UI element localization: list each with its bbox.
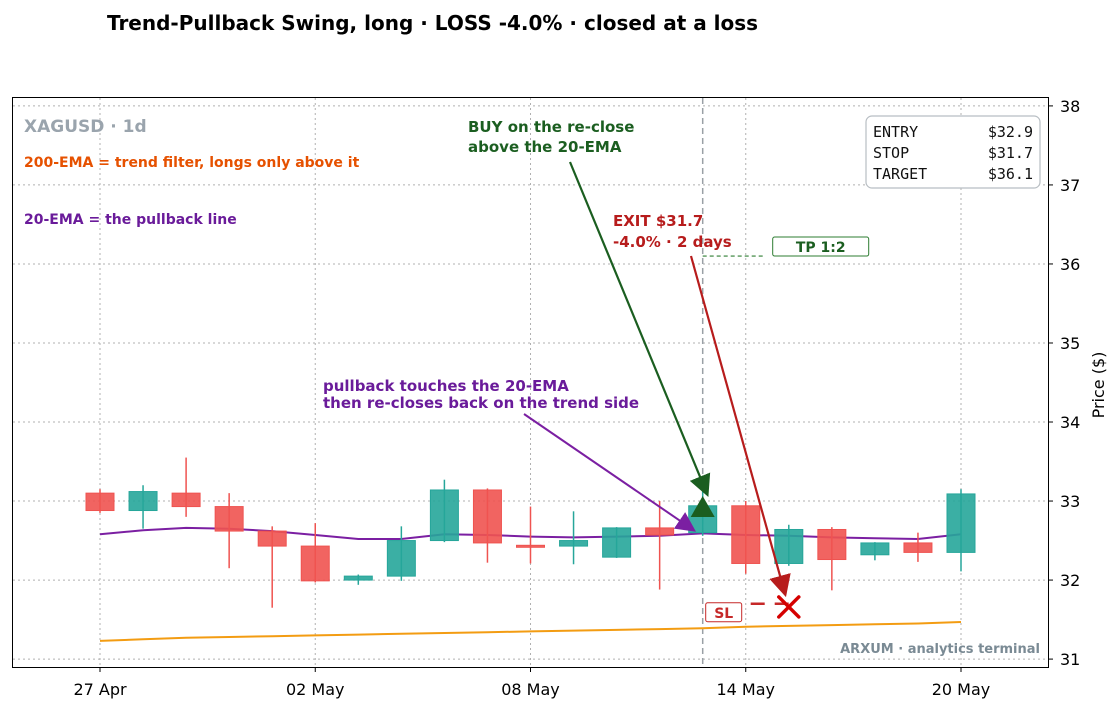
candle <box>85 489 115 513</box>
stop-tag: SL <box>705 602 743 623</box>
x-tick-label: 02 May <box>286 680 345 699</box>
candle <box>343 574 373 585</box>
ema200-line <box>99 621 962 642</box>
exit-marker-stroke <box>777 595 801 619</box>
candle-body <box>128 491 158 512</box>
info-stop-value: $31.7 <box>988 144 1033 162</box>
candle-body <box>645 527 675 536</box>
watermark: ARXUM · analytics terminal <box>840 642 1040 657</box>
candle-body <box>429 489 459 542</box>
exit-annotation-line2: -4.0% · 2 days <box>613 233 732 251</box>
candle <box>903 532 933 562</box>
candle <box>731 501 761 574</box>
candle <box>602 527 632 558</box>
candle-body <box>516 544 545 548</box>
candle-body <box>903 542 933 553</box>
stop-tag-label: SL <box>714 606 733 622</box>
x-tick-label: 20 May <box>932 680 991 699</box>
target-tag-label: TP 1:2 <box>796 240 846 256</box>
exit-annotation-line1: EXIT $31.7 <box>613 212 703 230</box>
buy-arrow <box>568 161 711 498</box>
candle-body <box>602 527 632 558</box>
candle-body <box>472 489 502 544</box>
candle-body <box>300 545 330 582</box>
candle-body <box>731 505 761 564</box>
candle <box>946 489 976 572</box>
info-target-value: $36.1 <box>988 165 1033 183</box>
entry-marker <box>690 495 715 517</box>
info-target-label: TARGET <box>873 165 927 183</box>
y-tick-label: 36 <box>1060 255 1080 274</box>
candle <box>860 542 890 561</box>
buy-annotation-line2: above the 20-EMA <box>468 138 622 156</box>
candle <box>214 493 244 569</box>
candle-body <box>817 528 847 561</box>
candle <box>774 524 804 566</box>
symbol-label: XAGUSD · 1d <box>24 117 147 137</box>
candle <box>386 526 416 581</box>
pullback-annotation-line2: then re-closes back on the trend side <box>323 394 639 412</box>
candle <box>472 488 502 563</box>
info-box: ENTRY $32.9 STOP $31.7 TARGET $36.1 <box>865 115 1041 189</box>
pullback-annotation-line1: pullback touches the 20-EMA <box>323 377 569 395</box>
y-tick-label: 31 <box>1060 650 1080 669</box>
y-axis: 31 32 33 34 35 36 37 38 <box>1048 97 1080 669</box>
y-tick-label: 38 <box>1060 97 1080 116</box>
info-entry-label: ENTRY <box>873 123 918 141</box>
x-tick-label: 08 May <box>501 680 560 699</box>
candle-body <box>214 506 244 532</box>
y-tick-label: 35 <box>1060 334 1080 353</box>
pullback-arrow <box>523 413 697 532</box>
candle-body <box>860 542 890 556</box>
candle-body <box>171 492 201 508</box>
y-axis-label: Price ($) <box>1089 352 1108 419</box>
x-axis: 27 Apr 02 May 08 May 14 May 20 May <box>73 667 990 699</box>
candle <box>171 457 201 517</box>
candle <box>817 527 847 591</box>
info-stop-label: STOP <box>873 144 909 162</box>
candle-body <box>774 528 804 564</box>
candle <box>429 479 459 543</box>
y-tick-label: 32 <box>1060 571 1080 590</box>
candle <box>128 485 158 529</box>
x-tick-label: 27 Apr <box>73 680 127 699</box>
candle-body <box>343 575 373 581</box>
target-tag: TP 1:2 <box>772 236 870 257</box>
candle-body <box>85 492 115 512</box>
buy-annotation-line1: BUY on the re-close <box>468 118 634 136</box>
candle <box>559 511 589 565</box>
ema20-note: 20-EMA = the pullback line <box>24 212 237 228</box>
candle <box>516 506 545 564</box>
candle-body <box>946 493 976 553</box>
y-tick-label: 33 <box>1060 492 1080 511</box>
chart-title: Trend-Pullback Swing, long · LOSS -4.0% … <box>107 11 758 35</box>
y-tick-label: 37 <box>1060 176 1080 195</box>
candle-body <box>559 540 589 547</box>
x-tick-label: 14 May <box>716 680 775 699</box>
candles <box>85 457 976 608</box>
candle <box>257 526 287 608</box>
candle <box>645 501 675 590</box>
exit-arrow <box>689 255 791 598</box>
ema200-note: 200-EMA = trend filter, longs only above… <box>24 155 360 171</box>
plot-area <box>12 97 1049 668</box>
info-entry-value: $32.9 <box>988 123 1033 141</box>
candle-body <box>386 540 416 577</box>
candle-body <box>257 530 287 547</box>
y-tick-label: 34 <box>1060 413 1080 432</box>
exit-marker <box>777 595 801 619</box>
candle <box>300 523 330 583</box>
